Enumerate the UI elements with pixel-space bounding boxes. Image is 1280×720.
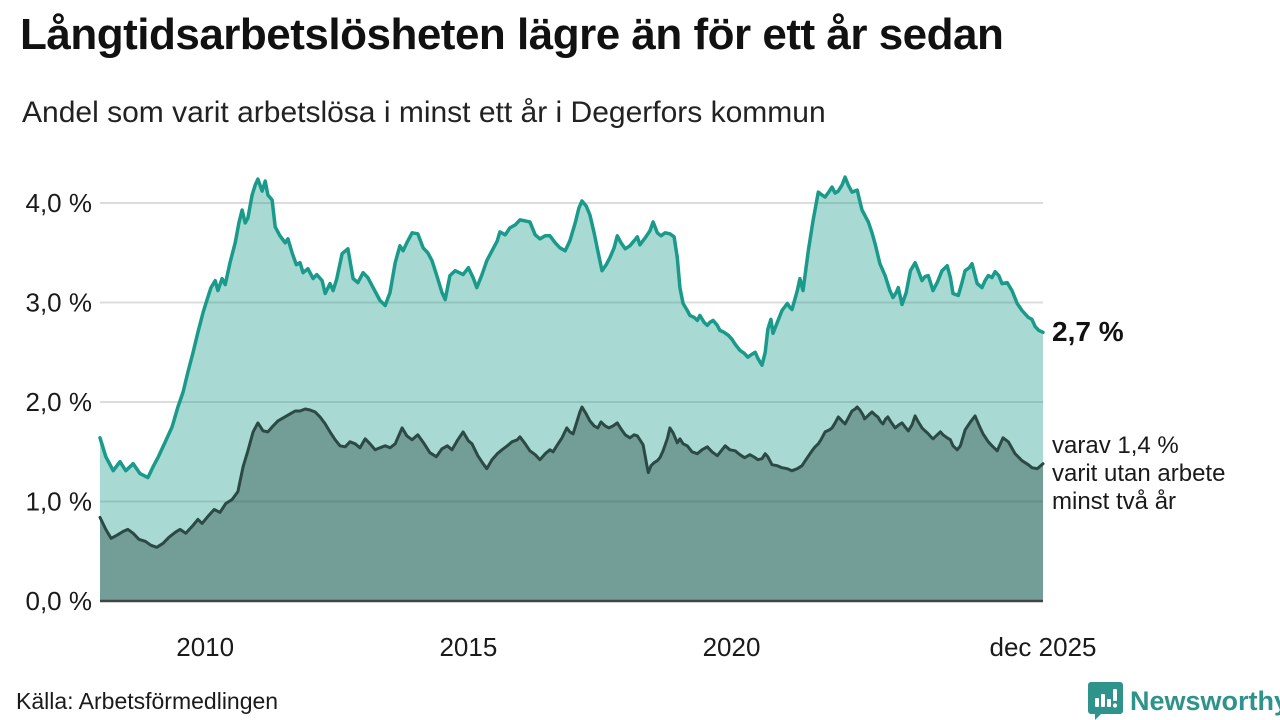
gridlines [100,202,1043,503]
newsworthy-logo-text: Newsworthy [1130,685,1280,716]
series2-end-annotation: varav 1,4 % varit utan arbete minst två … [1052,432,1225,516]
newsworthy-branding: Newsworthy [1088,682,1280,720]
area-series-2 [100,407,1043,601]
y-tick-label: 4,0 % [26,188,93,218]
series2-annotation-line1: varav 1,4 % [1052,432,1179,459]
y-tick-label: 2,0 % [26,387,93,417]
chart-subtitle: Andel som varit arbetslösa i minst ett å… [22,96,826,129]
source-attribution: Källa: Arbetsförmedlingen [16,688,279,714]
series2-annotation-line3: minst två år [1052,488,1177,515]
y-tick-label: 0,0 % [26,586,93,616]
x-tick-label: 2015 [439,632,497,662]
x-tick-label: dec 2025 [990,632,1097,662]
newsworthy-logo-icon [1088,682,1123,720]
series2-annotation-line2: varit utan arbete [1052,460,1226,487]
x-tick-label: 2010 [176,632,234,662]
line-series-2 [98,405,1045,549]
series1-end-value-label: 2,7 % [1052,316,1124,347]
y-tick-label: 1,0 % [26,487,93,517]
page-title: Långtidsarbetslösheten lägre än för ett … [20,10,1004,59]
y-tick-label: 3,0 % [26,288,93,318]
x-tick-label: 2020 [703,632,761,662]
line-series-1 [98,175,1045,480]
